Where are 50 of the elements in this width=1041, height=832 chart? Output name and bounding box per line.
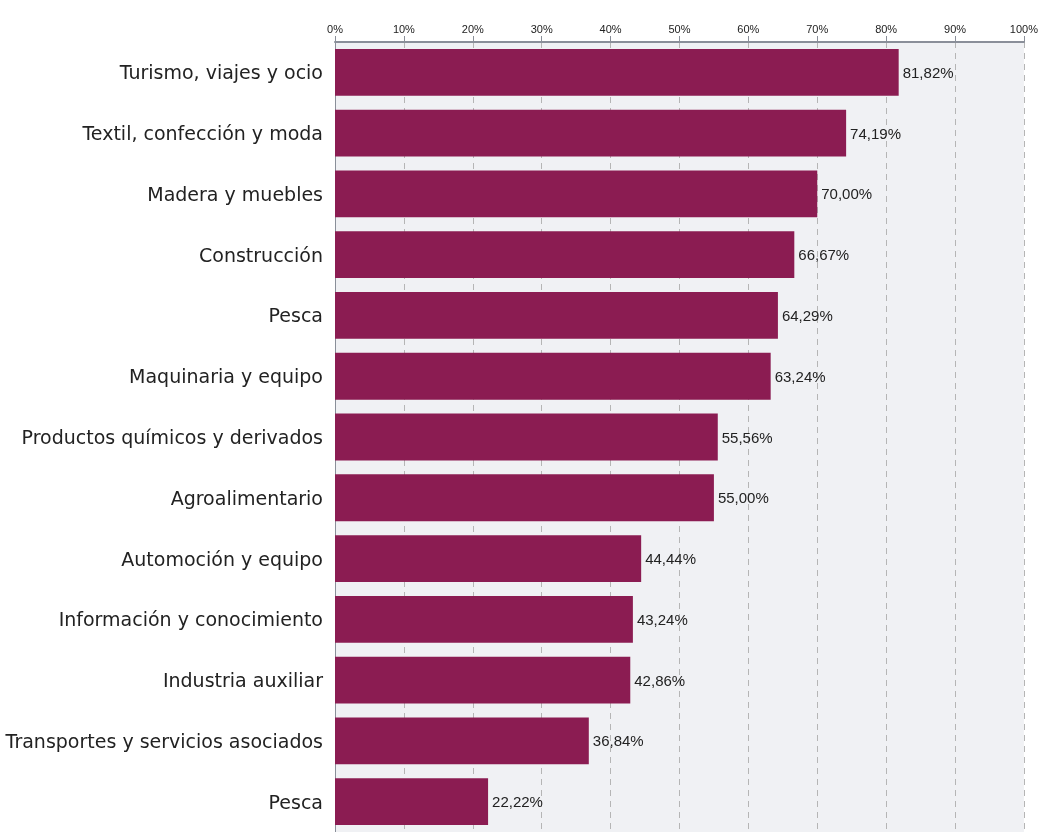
x-tick-label: 30% [530, 22, 553, 35]
y-tick-label: Pesca [268, 304, 323, 327]
bar [335, 170, 818, 218]
x-tick-label: 20% [461, 22, 485, 35]
y-tick-label: Industria auxiliar [162, 669, 324, 692]
data-label: 81,82% [902, 63, 954, 81]
x-tick-label: 80% [875, 22, 898, 35]
y-tick-label: Pesca [268, 790, 323, 813]
bar [335, 109, 847, 157]
data-label: 55,56% [721, 428, 773, 446]
x-tick-label: 10% [392, 22, 416, 35]
y-tick-label: Textil, confección y moda [81, 122, 323, 145]
x-tick-label: 70% [806, 22, 829, 35]
bar [335, 656, 631, 704]
data-label: 36,84% [592, 732, 644, 750]
y-tick-label: Transportes y servicios asociados [4, 729, 323, 752]
x-tick-label: 60% [737, 22, 760, 35]
x-tick-label: 50% [668, 22, 691, 35]
data-label: 64,29% [781, 306, 833, 324]
x-tick-label: 0% [327, 22, 344, 35]
y-tick-label: Madera y muebles [147, 182, 323, 205]
data-label: 74,19% [850, 124, 901, 142]
bar [335, 778, 489, 826]
bar [335, 413, 718, 461]
bar [335, 474, 714, 522]
y-tick-label: Agroalimentario [170, 486, 323, 509]
bar [335, 48, 899, 96]
data-label: 55,00% [717, 489, 769, 507]
y-tick-label: Productos químicos y derivados [21, 426, 323, 448]
data-label: 70,00% [821, 185, 873, 203]
bar [335, 231, 795, 279]
x-tick-label: 40% [599, 22, 622, 35]
data-label: 66,67% [798, 246, 850, 264]
x-tick-label: 90% [944, 22, 967, 35]
bar [335, 717, 589, 765]
data-label: 42,86% [634, 671, 686, 689]
y-tick-label: Maquinaria y equipo [129, 365, 323, 388]
y-tick-label: Información y conocimiento [58, 608, 323, 631]
bar [335, 292, 778, 339]
data-label: 22,22% [492, 793, 543, 811]
x-tick-label: 100% [1009, 22, 1039, 35]
data-label: 44,44% [645, 550, 697, 568]
y-tick-label: Automoción y equipo [121, 547, 323, 570]
data-label: 63,24% [774, 367, 826, 385]
y-tick-label: Turismo, viajes y ocio [118, 61, 323, 84]
bar [335, 595, 633, 643]
bar [335, 535, 642, 582]
y-tick-label: Construcción [199, 243, 323, 266]
data-label: 43,24% [636, 610, 688, 628]
bar [335, 352, 771, 400]
